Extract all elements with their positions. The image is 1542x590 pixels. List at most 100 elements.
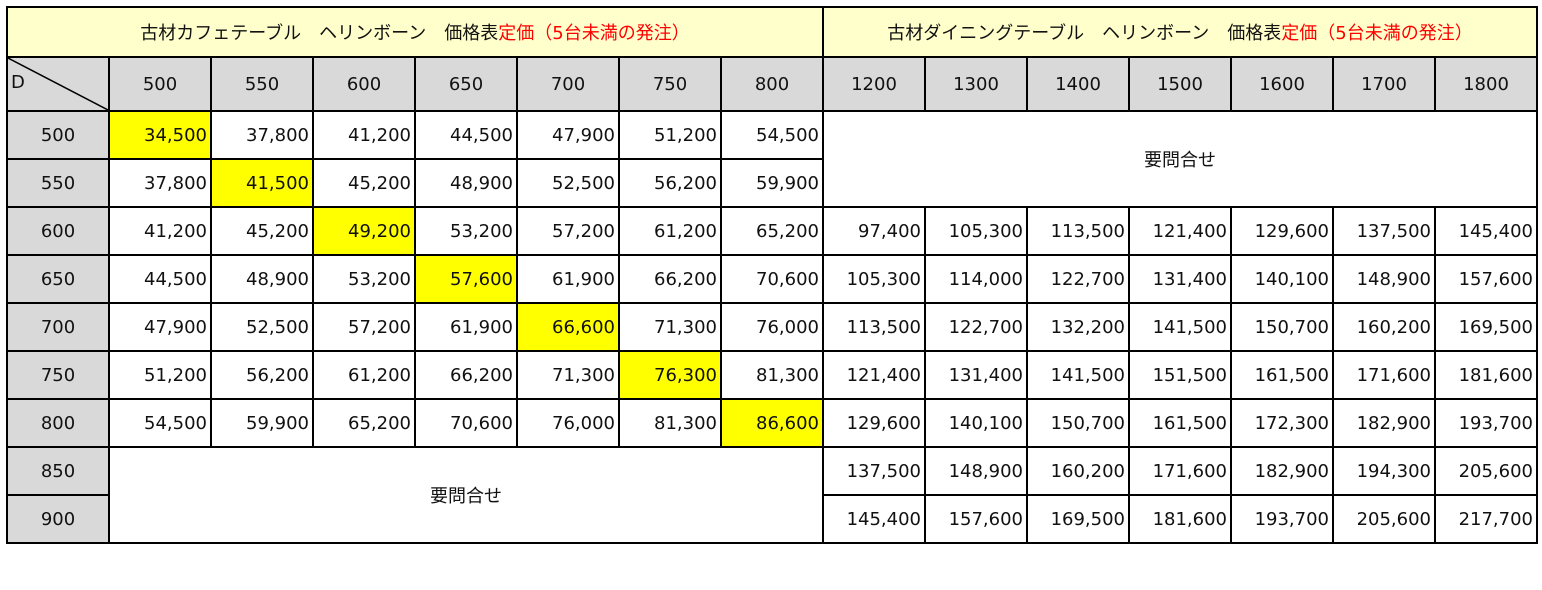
dining-price-cell: 160,200	[1332, 302, 1436, 352]
dining-price-cell: 129,600	[822, 398, 926, 448]
dining-price-cell: 157,600	[924, 494, 1028, 544]
depth-header: 800	[6, 398, 110, 448]
cafe-price-cell: 54,500	[720, 110, 824, 160]
cafe-price-cell: 59,900	[720, 158, 824, 208]
corner-label: D	[11, 72, 25, 93]
dining-price-cell: 131,400	[1128, 254, 1232, 304]
table-row: 650 44,500 48,900 53,200 57,600 61,900 66,200 7…	[6, 254, 1538, 304]
dining-width-header: 1300	[924, 56, 1028, 112]
dining-price-cell: 105,300	[924, 206, 1028, 256]
dining-width-header: 1400	[1026, 56, 1130, 112]
dining-price-cell: 97,400	[822, 206, 926, 256]
dining-inquiry-cell: 要問合せ	[822, 110, 1538, 208]
dining-price-cell: 150,700	[1230, 302, 1334, 352]
cafe-price-cell: 61,200	[618, 206, 722, 256]
dining-width-header: 1200	[822, 56, 926, 112]
depth-header: 750	[6, 350, 110, 400]
dining-price-cell: 169,500	[1434, 302, 1538, 352]
cafe-price-cell: 48,900	[414, 158, 518, 208]
cafe-price-cell: 65,200	[312, 398, 416, 448]
dining-price-cell: 172,300	[1230, 398, 1334, 448]
dining-price-cell: 169,500	[1026, 494, 1130, 544]
diagonal-line	[8, 58, 108, 110]
cafe-price-cell: 52,500	[210, 302, 314, 352]
dining-price-cell: 193,700	[1230, 494, 1334, 544]
cafe-price-cell: 61,900	[516, 254, 620, 304]
dining-table-title: 古材ダイニングテーブル ヘリンボーン 価格表	[887, 23, 1282, 44]
cafe-price-cell: 61,900	[414, 302, 518, 352]
dining-price-note: 定価（5台未満の発注）	[1281, 23, 1473, 44]
dining-price-cell: 113,500	[822, 302, 926, 352]
cafe-width-header: 500	[108, 56, 212, 112]
cafe-inquiry-cell: 要問合せ	[108, 446, 824, 544]
depth-header: 900	[6, 494, 110, 544]
cafe-price-note: 定価（5台未満の発注）	[498, 23, 690, 44]
dining-table-header: 古材ダイニングテーブル ヘリンボーン 価格表定価（5台未満の発注）	[822, 6, 1538, 58]
cafe-price-cell: 57,600	[414, 254, 518, 304]
corner-cell: D	[6, 56, 110, 112]
cafe-price-cell: 70,600	[720, 254, 824, 304]
depth-header: 600	[6, 206, 110, 256]
table-row: 850 要問合せ 137,500 148,900 160,200 171,600 182,9…	[6, 446, 1538, 544]
cafe-price-cell: 71,300	[516, 350, 620, 400]
dining-price-cell: 148,900	[924, 446, 1028, 496]
dining-price-cell: 148,900	[1332, 254, 1436, 304]
cafe-width-header: 650	[414, 56, 518, 112]
cafe-price-cell: 41,200	[108, 206, 212, 256]
price-table: 古材カフェテーブル ヘリンボーン 価格表定価（5台未満の発注） 古材ダイニングテ…	[6, 6, 1538, 544]
cafe-price-cell: 45,200	[312, 158, 416, 208]
dining-price-cell: 182,900	[1332, 398, 1436, 448]
cafe-price-cell: 54,500	[108, 398, 212, 448]
cafe-price-cell: 65,200	[720, 206, 824, 256]
dining-price-cell: 145,400	[1434, 206, 1538, 256]
dining-price-cell: 105,300	[822, 254, 926, 304]
column-header-row: D 500 550 600 650 700 750 800 1200 1300 1400 1500 1…	[6, 56, 1538, 112]
dining-price-cell: 140,100	[924, 398, 1028, 448]
dining-price-cell: 150,700	[1026, 398, 1130, 448]
dining-price-cell: 160,200	[1026, 446, 1130, 496]
dining-price-cell: 171,600	[1128, 446, 1232, 496]
cafe-width-header: 800	[720, 56, 824, 112]
cafe-price-cell: 61,200	[312, 350, 416, 400]
dining-price-cell: 193,700	[1434, 398, 1538, 448]
dining-price-cell: 181,600	[1434, 350, 1538, 400]
cafe-price-cell: 47,900	[108, 302, 212, 352]
dining-price-cell: 217,700	[1434, 494, 1538, 544]
dining-price-cell: 145,400	[822, 494, 926, 544]
cafe-price-cell: 53,200	[414, 206, 518, 256]
dining-width-header: 1600	[1230, 56, 1334, 112]
dining-price-cell: 205,600	[1332, 494, 1436, 544]
cafe-price-cell: 66,200	[618, 254, 722, 304]
dining-price-cell: 121,400	[1128, 206, 1232, 256]
cafe-price-cell: 41,500	[210, 158, 314, 208]
table-row: 550 37,800 41,500 45,200 48,900 52,500 56,200 5…	[6, 158, 1537, 208]
cafe-price-cell: 86,600	[720, 398, 824, 448]
dining-price-cell: 113,500	[1026, 206, 1130, 256]
cafe-price-cell: 51,200	[618, 110, 722, 160]
dining-price-cell: 205,600	[1434, 446, 1538, 496]
dining-price-cell: 137,500	[1332, 206, 1436, 256]
cafe-price-cell: 66,600	[516, 302, 620, 352]
cafe-price-cell: 37,800	[108, 158, 212, 208]
depth-header: 650	[6, 254, 110, 304]
cafe-price-cell: 76,300	[618, 350, 722, 400]
table-row: 600 41,200 45,200 49,200 53,200 57,200 61,200 6…	[6, 206, 1538, 256]
table-row: 500 34,500 37,800 41,200 44,500 47,900 51,200 5…	[6, 110, 1538, 208]
dining-price-cell: 157,600	[1434, 254, 1538, 304]
cafe-price-cell: 56,200	[210, 350, 314, 400]
dining-price-cell: 151,500	[1128, 350, 1232, 400]
table-row: 750 51,200 56,200 61,200 66,200 71,300 76,300 8…	[6, 350, 1538, 400]
cafe-price-cell: 76,000	[516, 398, 620, 448]
dining-price-cell: 171,600	[1332, 350, 1436, 400]
cafe-price-cell: 59,900	[210, 398, 314, 448]
cafe-price-cell: 57,200	[516, 206, 620, 256]
cafe-table-title: 古材カフェテーブル ヘリンボーン 価格表	[140, 23, 499, 44]
cafe-price-cell: 47,900	[516, 110, 620, 160]
dining-price-cell: 194,300	[1332, 446, 1436, 496]
dining-price-cell: 131,400	[924, 350, 1028, 400]
cafe-price-cell: 53,200	[312, 254, 416, 304]
dining-price-cell: 137,500	[822, 446, 926, 496]
dining-price-cell: 114,000	[924, 254, 1028, 304]
cafe-price-cell: 48,900	[210, 254, 314, 304]
cafe-price-cell: 37,800	[210, 110, 314, 160]
